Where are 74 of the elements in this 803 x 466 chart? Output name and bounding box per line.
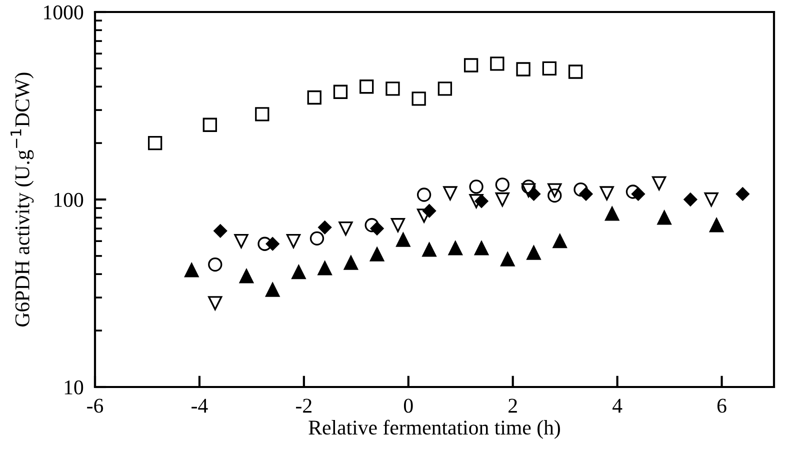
point <box>214 224 228 238</box>
point <box>469 180 484 194</box>
point <box>239 269 254 284</box>
x-tick-label: 2 <box>508 398 517 413</box>
point <box>318 220 332 234</box>
point <box>360 80 374 94</box>
y-axis-title: G6PDH activity (U.g$^{−1}$DCW) <box>10 72 34 326</box>
x-tick-label: -4 <box>192 398 208 413</box>
point <box>652 176 666 190</box>
point <box>318 261 332 276</box>
point <box>548 188 562 203</box>
point <box>266 237 280 251</box>
point <box>542 61 556 76</box>
point <box>184 263 199 278</box>
point <box>396 232 410 247</box>
point <box>258 236 272 251</box>
point <box>574 182 588 197</box>
x-tick-label: -6 <box>87 398 104 413</box>
point <box>568 64 583 79</box>
point <box>736 187 750 201</box>
point <box>709 218 724 232</box>
point <box>516 62 530 76</box>
point <box>495 178 510 192</box>
point <box>310 231 324 246</box>
point <box>422 204 436 218</box>
point <box>370 222 384 236</box>
point <box>605 206 620 221</box>
x-tick-label: 4 <box>612 398 622 413</box>
point <box>474 241 489 256</box>
point <box>338 221 353 236</box>
point <box>208 296 222 310</box>
point <box>202 118 217 132</box>
point <box>370 247 384 262</box>
point <box>386 82 400 96</box>
point <box>443 186 458 200</box>
point <box>548 183 562 198</box>
x-tick-label: 6 <box>717 398 726 413</box>
point <box>307 90 322 105</box>
point <box>500 252 515 266</box>
point <box>527 187 540 201</box>
point <box>579 187 593 201</box>
point <box>344 256 358 270</box>
point <box>333 84 348 99</box>
point <box>704 192 718 207</box>
point <box>286 234 301 248</box>
point <box>526 246 541 260</box>
point <box>438 82 452 96</box>
x-axis-title: Relative fermentation time (h) <box>308 420 560 439</box>
point <box>495 192 510 207</box>
point <box>474 194 488 208</box>
point <box>148 136 162 150</box>
y-tick-label: 1000 <box>44 5 84 20</box>
x-tick-label: 0 <box>404 398 413 413</box>
x-tick-label: -2 <box>296 398 312 413</box>
point <box>657 210 672 225</box>
point <box>292 265 306 280</box>
point <box>490 56 504 71</box>
y-tick-label: 100 <box>54 192 84 207</box>
point <box>412 92 426 106</box>
y-tick-label: 10 <box>64 380 84 394</box>
point <box>600 186 614 200</box>
point <box>552 234 567 248</box>
point <box>422 242 436 257</box>
point <box>464 58 478 72</box>
point <box>390 218 406 232</box>
point <box>208 257 222 272</box>
point <box>255 107 270 122</box>
point <box>631 187 645 201</box>
point <box>448 241 462 256</box>
point <box>684 192 698 206</box>
point <box>469 194 484 208</box>
point <box>234 234 248 248</box>
point <box>266 282 280 297</box>
point <box>416 188 432 202</box>
